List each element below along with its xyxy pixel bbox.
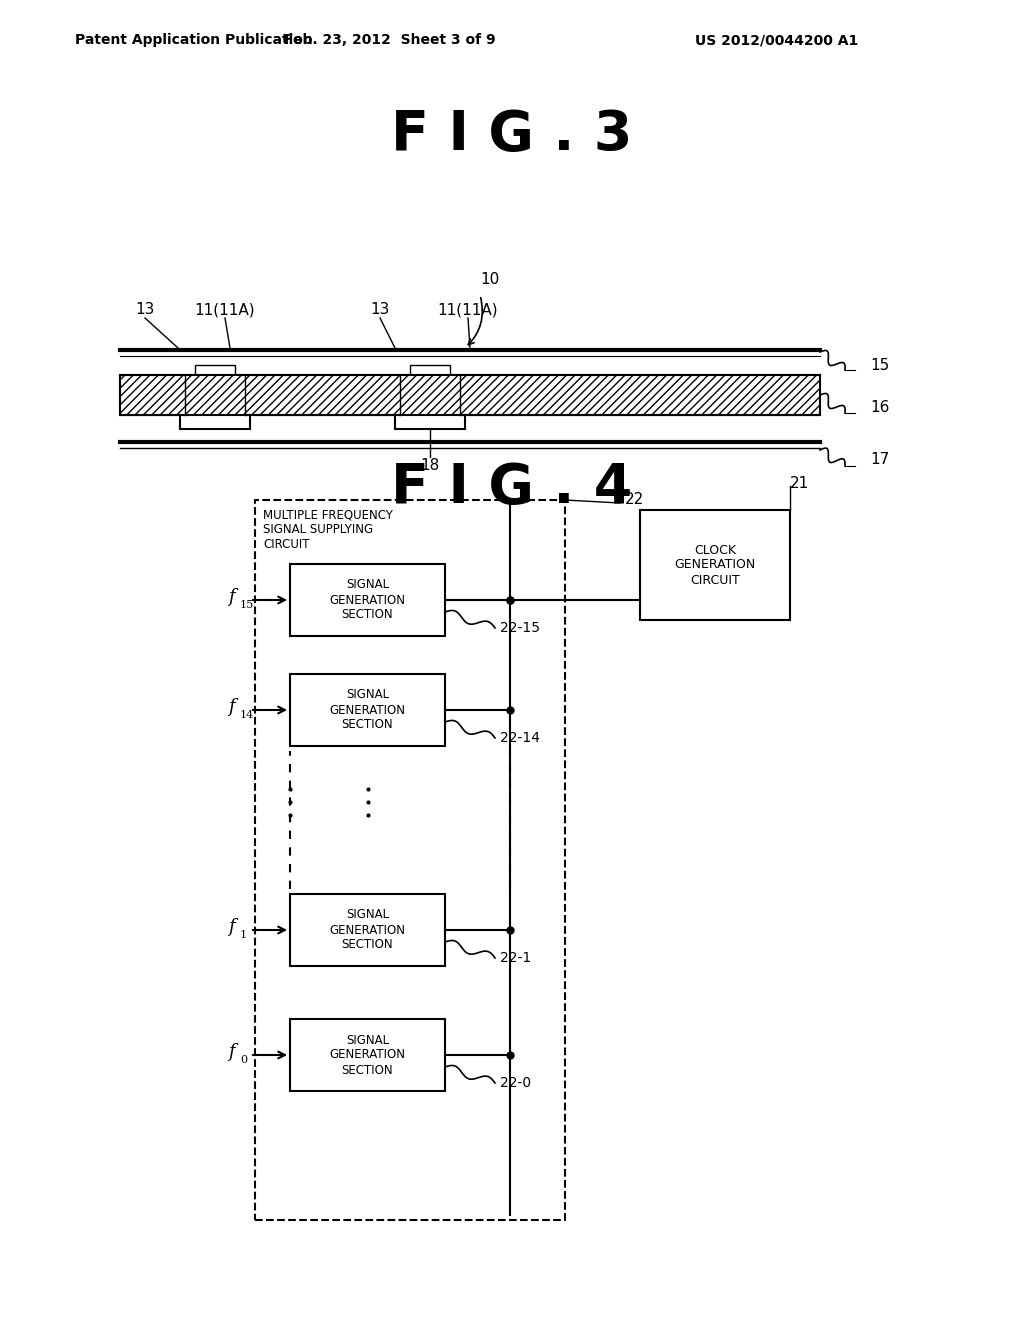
Text: 22-15: 22-15 [500,620,540,635]
Text: CLOCK
GENERATION
CIRCUIT: CLOCK GENERATION CIRCUIT [675,544,756,586]
Text: 22-1: 22-1 [500,950,531,965]
Text: 14: 14 [240,710,254,719]
Text: F I G . 4: F I G . 4 [391,461,633,515]
Text: 22-14: 22-14 [500,731,540,744]
Text: f: f [228,698,234,715]
Text: F I G . 3: F I G . 3 [391,108,633,162]
Text: f: f [228,1043,234,1061]
Bar [120,375,820,414]
Bar [290,564,445,636]
Text: SIGNAL
GENERATION
SECTION: SIGNAL GENERATION SECTION [330,1034,406,1077]
Text: SIGNAL
GENERATION
SECTION: SIGNAL GENERATION SECTION [330,578,406,622]
Bar [290,1019,445,1092]
Text: 11(11A): 11(11A) [195,302,255,318]
Bar [195,366,234,375]
Bar [410,366,450,375]
Text: Feb. 23, 2012  Sheet 3 of 9: Feb. 23, 2012 Sheet 3 of 9 [285,33,496,48]
Text: 18: 18 [421,458,439,473]
Text: SIGNAL
GENERATION
SECTION: SIGNAL GENERATION SECTION [330,908,406,952]
Bar [640,510,790,620]
Text: 22: 22 [625,492,644,507]
Text: 11(11A): 11(11A) [437,302,499,318]
Text: 21: 21 [790,475,809,491]
Bar [402,375,458,414]
Text: 17: 17 [870,453,889,467]
Text: 15: 15 [870,358,889,372]
Text: f: f [228,587,234,606]
Text: 1: 1 [240,931,247,940]
Text: 13: 13 [371,302,390,318]
Text: MULTIPLE FREQUENCY
SIGNAL SUPPLYING
CIRCUIT: MULTIPLE FREQUENCY SIGNAL SUPPLYING CIRC… [263,508,393,550]
Bar [400,414,460,432]
Bar [255,500,565,1220]
Text: US 2012/0044200 A1: US 2012/0044200 A1 [695,33,858,48]
Bar [290,675,445,746]
Bar [185,414,245,432]
Bar [185,375,245,414]
Bar [290,894,445,966]
Text: SIGNAL
GENERATION
SECTION: SIGNAL GENERATION SECTION [330,689,406,731]
Text: 13: 13 [135,302,155,318]
Bar [187,375,243,414]
Text: 22-0: 22-0 [500,1076,531,1090]
Text: 16: 16 [870,400,890,414]
Text: 10: 10 [480,272,500,288]
Text: Patent Application Publication: Patent Application Publication [75,33,312,48]
Bar [400,375,460,414]
Text: 15: 15 [240,601,254,610]
Text: f: f [228,917,234,936]
Text: 0: 0 [240,1055,247,1065]
